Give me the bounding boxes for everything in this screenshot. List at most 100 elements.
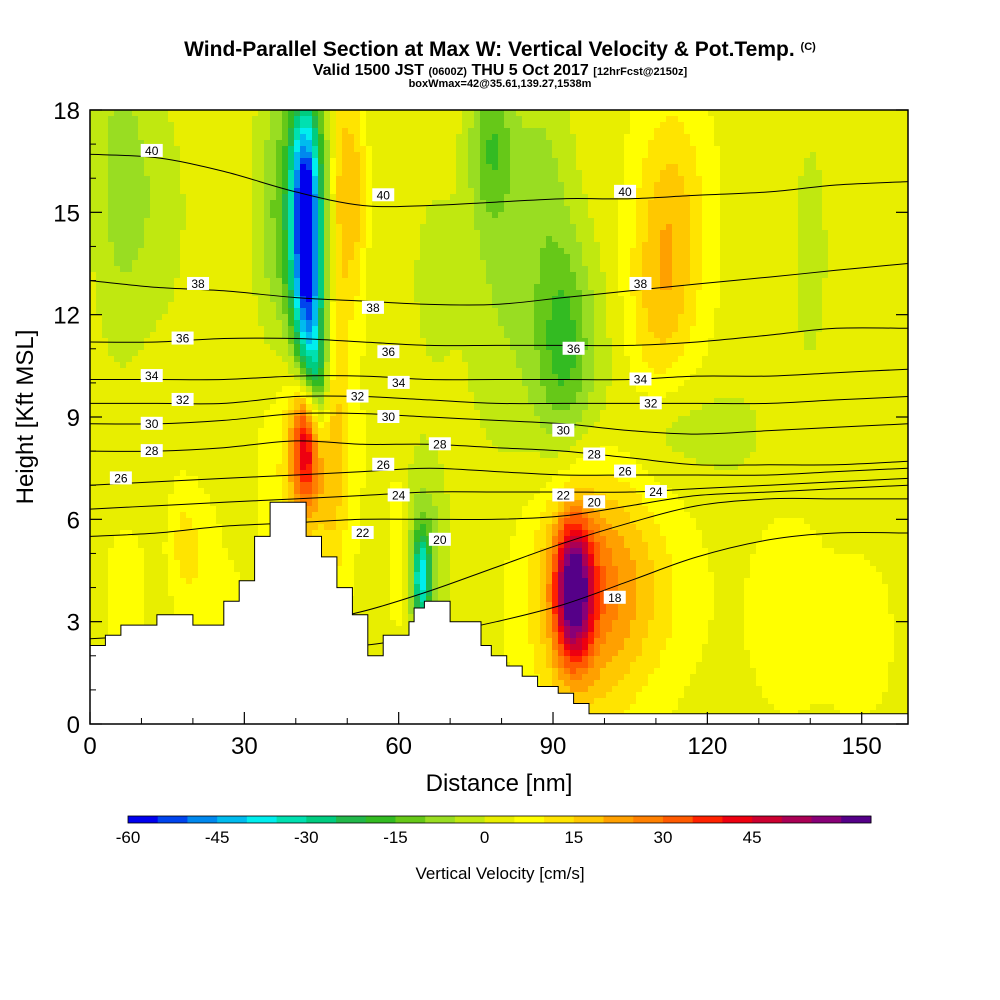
contour-label-24: 24 (649, 485, 663, 499)
contour-label-40: 40 (618, 185, 632, 199)
theta-contour-34-8 (90, 368, 908, 381)
contour-label-28: 28 (587, 448, 601, 462)
colorbar-frame (127, 815, 872, 824)
theta-contour-40-11 (90, 153, 908, 208)
y-tick-label: 0 (67, 712, 80, 739)
contour-label-bg (629, 276, 652, 290)
colorbar-tick-label: -45 (205, 828, 230, 847)
subtitle-date: THU 5 Oct 2017 (471, 62, 589, 79)
contour-label-18: 18 (608, 591, 622, 605)
contour-label-24: 24 (392, 488, 406, 502)
contour-label-28: 28 (145, 444, 159, 458)
contour-label-bg (428, 532, 451, 546)
subtitle-valid-time: Valid 1500 JST (312, 62, 424, 79)
y-tick-label: 15 (53, 200, 80, 227)
colorbar-tick-label: 0 (480, 828, 489, 847)
y-tick-label: 6 (67, 507, 80, 534)
colorbar-swatch (841, 816, 872, 823)
colorbar-swatch (484, 816, 515, 823)
subtitle-utc-time: (0600Z) (428, 66, 467, 78)
potential-temperature-contours (90, 153, 908, 654)
colorbar: -60 -45 -30 -15 0 15 30 45 (116, 815, 872, 847)
contour-label-bg (614, 464, 637, 478)
contour-label-bg (140, 444, 163, 458)
x-tick-label: 60 (385, 733, 412, 760)
y-tick-label: 3 (67, 610, 80, 637)
contour-label-bg (377, 345, 400, 359)
theta-contour-24-3 (90, 477, 908, 510)
theta-contour-26-4 (90, 467, 908, 486)
colorbar-tick-label: -15 (383, 828, 408, 847)
contour-label-20: 20 (587, 495, 601, 509)
chart-title-text: Wind-Parallel Section at Max W: Vertical… (184, 38, 795, 61)
x-axis-label: Distance [nm] (426, 770, 573, 797)
theta-contour-22-2 (90, 484, 908, 537)
contour-label-40: 40 (145, 144, 159, 158)
colorbar-swatch (514, 816, 545, 823)
colorbar-label: Vertical Velocity [cm/s] (415, 864, 585, 883)
contour-label-26: 26 (618, 465, 632, 479)
contour-label-bg (614, 184, 637, 198)
colorbar-swatch (633, 816, 664, 823)
contour-label-bg (583, 447, 606, 461)
contour-label-32: 32 (351, 390, 365, 404)
contour-label-bg (351, 525, 374, 539)
contour-label-26: 26 (377, 458, 391, 472)
y-tick-label: 12 (53, 303, 80, 330)
contour-label-bg (639, 396, 662, 410)
colorbar-swatch (128, 816, 159, 823)
contour-label-bg (644, 485, 667, 499)
copyright-mark: (C) (800, 41, 816, 53)
contour-label-bg (346, 389, 369, 403)
x-tick-label: 120 (687, 733, 727, 760)
theta-contour-30-6 (90, 412, 908, 435)
contour-label-32: 32 (644, 396, 658, 410)
colorbar-tick-label: 30 (653, 828, 672, 847)
contour-label-bg (552, 488, 575, 502)
contour-label-30: 30 (557, 424, 571, 438)
box-wmax-info: boxWmax=42@35.61,139.27,1538m (408, 78, 592, 90)
x-tick-label: 0 (83, 733, 96, 760)
chart-title: Wind-Parallel Section at Max W: Vertical… (0, 38, 1000, 62)
contour-label-36: 36 (567, 342, 581, 356)
contour-label-bg (109, 471, 132, 485)
contour-label-38: 38 (634, 277, 648, 291)
contour-label-bg (361, 300, 384, 314)
contour-label-bg (372, 457, 395, 471)
contour-label-36: 36 (382, 345, 396, 359)
contour-label-bg (140, 369, 163, 383)
colorbar-swatch (425, 816, 456, 823)
contour-label-bg (187, 276, 210, 290)
contour-label-22: 22 (356, 526, 370, 540)
chart-subtitle: Valid 1500 JST (0600Z) THU 5 Oct 2017 [1… (0, 62, 1000, 80)
y-tick-label: 9 (67, 405, 80, 432)
contour-label-32: 32 (176, 393, 190, 407)
terrain-shape (90, 501, 908, 724)
contour-label-30: 30 (382, 410, 396, 424)
colorbar-swatch (662, 816, 694, 823)
colorbar-swatch (246, 816, 278, 823)
contour-label-bg (171, 331, 194, 345)
contour-label-20: 20 (433, 533, 447, 547)
contour-label-bg (387, 375, 410, 389)
theta-contour-28-5 (90, 440, 908, 466)
colorbar-tick-label: -60 (116, 828, 141, 847)
contour-label-bg (140, 143, 163, 157)
colorbar-swatch (692, 816, 723, 823)
theta-contour-36-9 (90, 327, 908, 347)
colorbar-tick-label: -30 (294, 828, 319, 847)
colorbar-swatch (365, 816, 396, 823)
contour-label-bg (171, 392, 194, 406)
colorbar-swatch (157, 816, 188, 823)
colorbar-swatch (752, 816, 783, 823)
contour-label-28: 28 (433, 437, 447, 451)
theta-contour-38-10 (90, 263, 908, 306)
colorbar-swatch (336, 816, 367, 823)
x-tick-label: 30 (231, 733, 258, 760)
contour-label-40: 40 (377, 188, 391, 202)
contour-label-bg (552, 423, 575, 437)
contour-label-38: 38 (191, 277, 205, 291)
contour-label-bg (562, 341, 585, 355)
